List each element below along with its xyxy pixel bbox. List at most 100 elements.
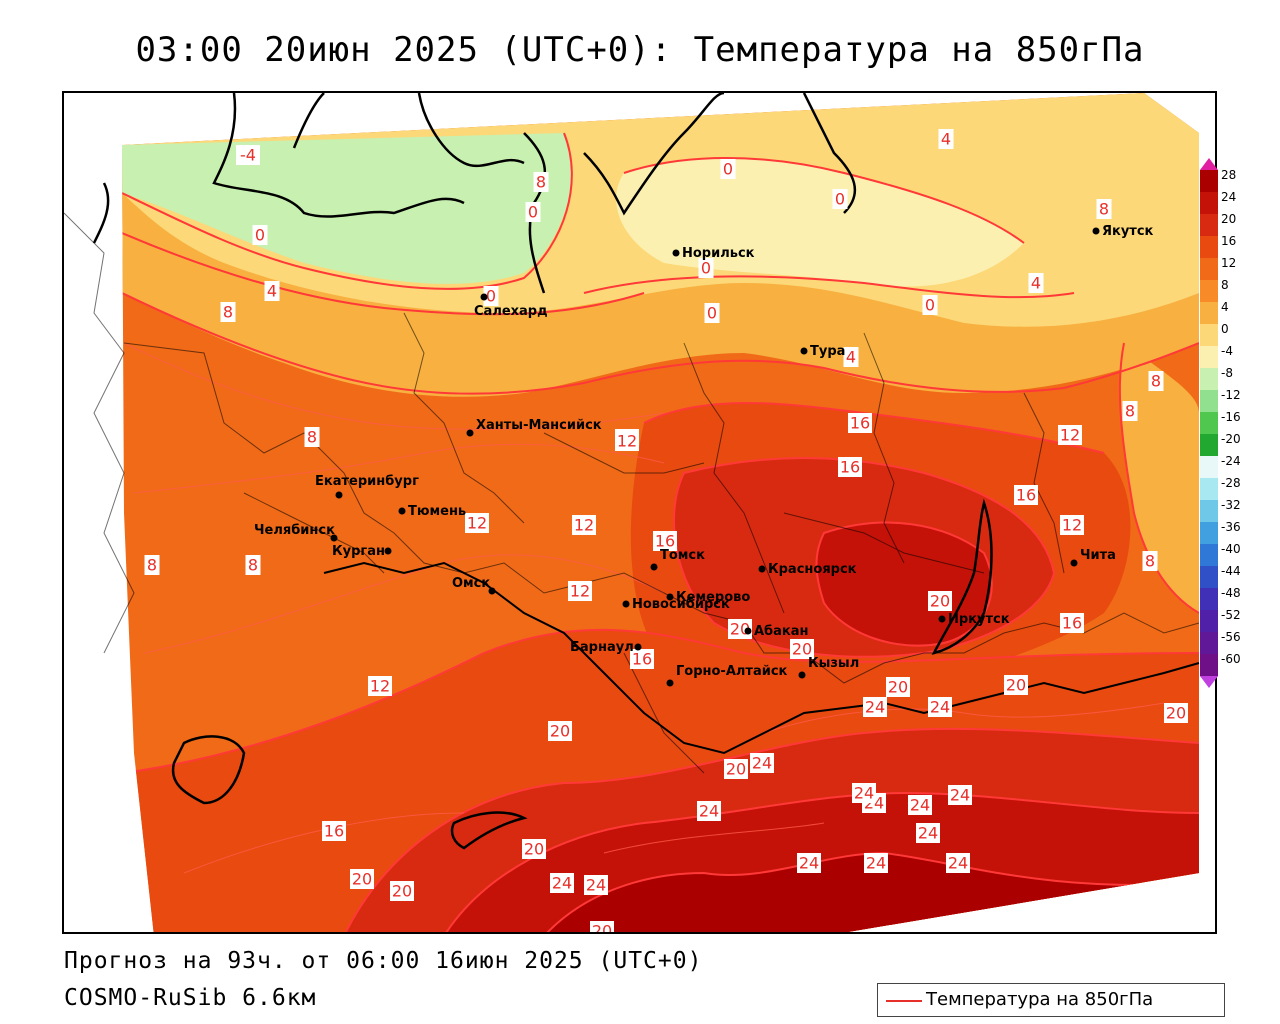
contour-label-bg — [252, 225, 268, 245]
contour-label-bg — [852, 783, 876, 803]
contour-label: 12 — [467, 514, 487, 533]
contour-label-bg — [720, 159, 736, 179]
contour-label: 16 — [850, 414, 870, 433]
contour-label: 24 — [586, 876, 606, 895]
contour-label-bg — [483, 286, 499, 306]
contour-label-bg — [390, 881, 414, 901]
city-dot — [335, 491, 343, 499]
city-label: Кызыл — [808, 656, 859, 671]
contour-label-bg — [1014, 485, 1038, 505]
contour-label-bg — [550, 873, 574, 893]
contour-label-bg — [630, 649, 654, 669]
colorbar-swatch — [1200, 192, 1218, 215]
city-dot — [634, 643, 642, 651]
contour-label: -4 — [240, 146, 256, 165]
colorbar-tick-label: 0 — [1221, 322, 1229, 336]
contour-label: 24 — [950, 786, 970, 805]
city-dot — [744, 627, 752, 635]
contour-label: 4 — [846, 348, 856, 367]
city-label: Екатеринбург — [315, 474, 419, 489]
contour-label-bg — [848, 413, 872, 433]
contour-label-bg — [304, 427, 320, 447]
contour-label: 0 — [701, 259, 711, 278]
city-dot — [650, 563, 658, 571]
contour-label-bg — [886, 677, 910, 697]
contour-label: 16 — [655, 532, 675, 551]
city-label: Барнаул — [570, 640, 634, 655]
city-dot — [758, 565, 766, 573]
contour-label-bg — [948, 785, 972, 805]
contour-label-bg — [1142, 551, 1158, 571]
contour-label-bg — [1028, 273, 1044, 293]
colorbar-swatch — [1200, 610, 1218, 633]
colorbar-swatch — [1200, 302, 1218, 325]
contour-label-bg — [590, 921, 614, 932]
contour-label: 24 — [865, 698, 885, 717]
contour-label-bg — [350, 869, 374, 889]
contour-labels: -480408000440004881288881212121616161612… — [144, 129, 1188, 932]
contour-label-bg — [928, 697, 952, 717]
contour-label-bg — [698, 258, 714, 278]
city-label: Абакан — [754, 624, 809, 639]
contour-label: 20 — [726, 760, 746, 779]
contour-label: 8 — [1145, 552, 1155, 571]
city-dot — [672, 249, 680, 257]
city-dot — [384, 547, 392, 555]
colorbar-swatch — [1200, 324, 1218, 347]
contour-label: 0 — [528, 203, 538, 222]
colorbar-tick-label: -12 — [1221, 388, 1241, 402]
city-markers: Норильск Якутск Салехард Тура Ханты-Мансийск… — [254, 224, 1154, 687]
temperature-map[interactable]: -480408000440004881288881212121616161612… — [62, 91, 1217, 934]
colorbar-swatch — [1200, 170, 1218, 193]
contour-label-bg — [750, 753, 774, 773]
colorbar-swatch — [1200, 434, 1218, 457]
forecast-info: Прогноз на 93ч. от 06:00 16июн 2025 (UTC… — [64, 948, 703, 974]
colorbar-swatch — [1200, 258, 1218, 281]
contour-label-bg — [144, 555, 160, 575]
contour-label-bg — [584, 875, 608, 895]
colorbar-tick-label: -52 — [1221, 608, 1241, 622]
city-label: Иркутск — [948, 612, 1010, 627]
contour-label-bg — [465, 513, 489, 533]
contour-label: 24 — [866, 854, 886, 873]
contour-label-bg — [728, 619, 752, 639]
contour-label: 24 — [854, 784, 874, 803]
colorbar-tick-label: 4 — [1221, 300, 1229, 314]
contour-label-bg — [938, 129, 954, 149]
contour-label: 4 — [267, 282, 277, 301]
contour-label: 12 — [370, 677, 390, 696]
colorbar-tick-label: 28 — [1221, 168, 1237, 182]
colorbar-tick-label: 24 — [1221, 190, 1237, 204]
contour-label: 20 — [792, 640, 812, 659]
contour-label: 8 — [248, 556, 258, 575]
city-label: Ханты-Мансийск — [476, 418, 602, 433]
contour-label: 8 — [536, 173, 546, 192]
map-canvas: -480408000440004881288881212121616161612… — [64, 93, 1200, 932]
colorbar — [1200, 158, 1218, 688]
coastlines — [92, 93, 993, 850]
colorbar-tick-label: -36 — [1221, 520, 1241, 534]
colorbar-swatch — [1200, 588, 1218, 611]
contour-label: 24 — [699, 802, 719, 821]
contour-label-bg — [615, 431, 639, 451]
contour-label-bg — [1122, 401, 1138, 421]
contour-label: 20 — [352, 870, 372, 889]
contour-label: 0 — [255, 226, 265, 245]
contour-label-bg — [1164, 703, 1188, 723]
contour-label: 0 — [723, 160, 733, 179]
contour-label: 20 — [550, 722, 570, 741]
state-border — [323, 561, 1200, 755]
city-dot — [800, 347, 808, 355]
colorbar-swatch — [1200, 500, 1218, 523]
contour-label: 20 — [888, 678, 908, 697]
contour-label: 0 — [707, 304, 717, 323]
contour-label-bg — [1096, 199, 1112, 219]
colorbar-tick-label: 16 — [1221, 234, 1237, 248]
contour-label-bg — [322, 821, 346, 841]
colorbar-swatch — [1200, 412, 1218, 435]
contour-label-bg — [797, 853, 821, 873]
contour-label: 16 — [840, 458, 860, 477]
city-label: Курган — [332, 544, 385, 559]
contour-label-bg — [790, 639, 814, 659]
colorbar-swatch — [1200, 236, 1218, 259]
